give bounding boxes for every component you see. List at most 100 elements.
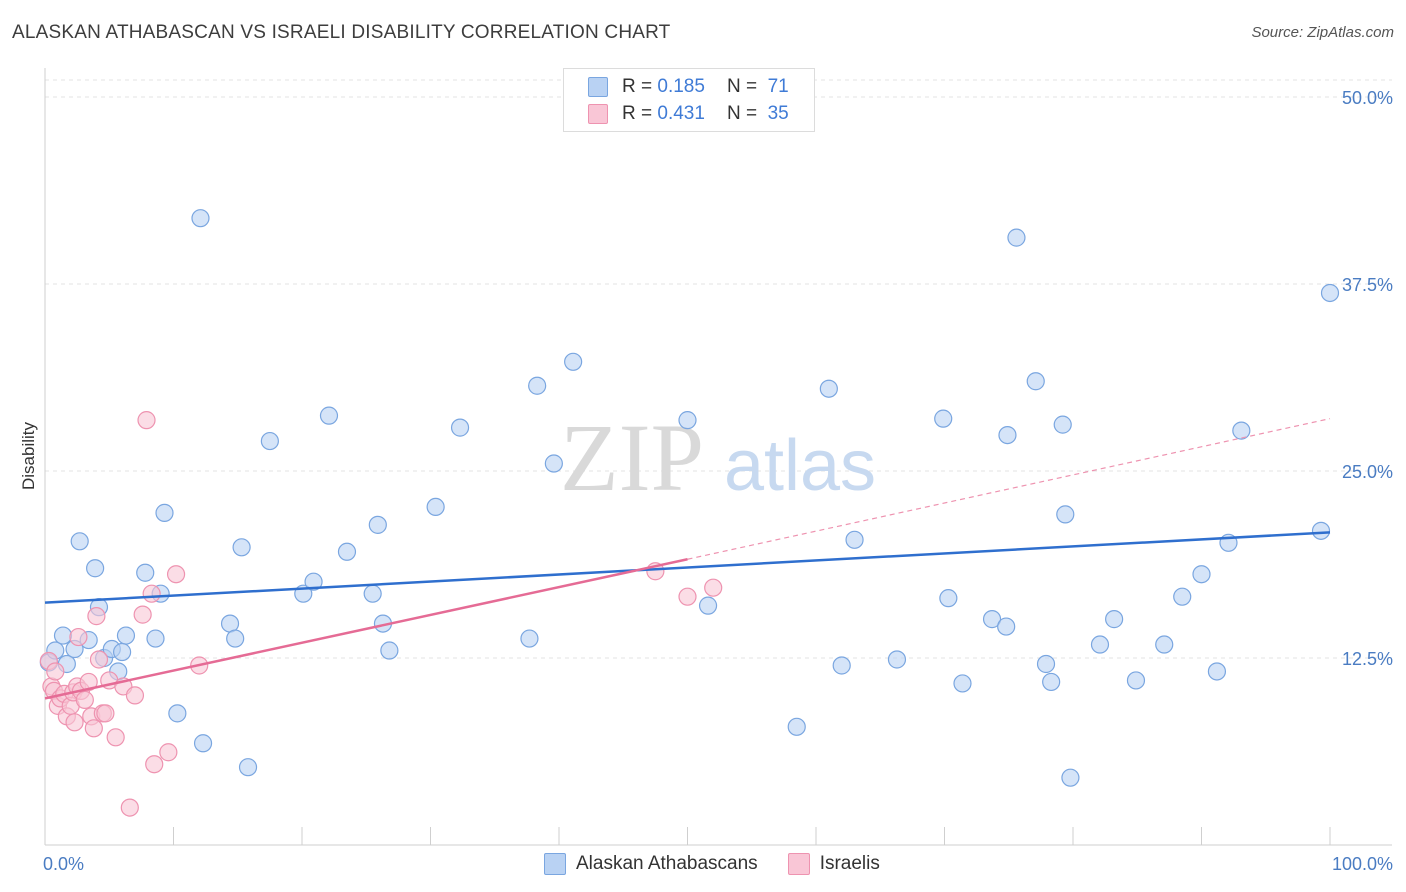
israeli-point	[65, 713, 84, 732]
athabascan-point	[1311, 521, 1331, 540]
x-tick-label: 0.0%	[43, 854, 84, 874]
athabascan-point	[116, 626, 136, 645]
legend-swatch-blue	[588, 77, 608, 97]
y-tick-label: 12.5%	[1342, 649, 1393, 669]
athabascan-point	[982, 610, 1002, 629]
israeli-point	[79, 672, 98, 692]
israeli-point	[120, 798, 139, 817]
source-label: Source: ZipAtlas.com	[1251, 24, 1394, 41]
y-axis-title: Disability	[19, 421, 38, 490]
watermark: ZIP atlas	[560, 404, 876, 511]
israeli-point	[166, 565, 186, 584]
athabascan-point	[112, 642, 132, 662]
athabascan-point	[1105, 610, 1124, 629]
athabascan-point	[1056, 505, 1075, 524]
israeli-point	[75, 690, 94, 709]
athabascan-point	[53, 626, 73, 645]
athabascan-point	[260, 431, 279, 451]
athabascan-point	[86, 559, 105, 578]
athabascan-point	[193, 734, 213, 753]
legend-n-value: 35	[767, 103, 789, 124]
israeli-trend-line	[44, 558, 688, 700]
legend-r-label: R =	[622, 76, 653, 97]
athabascan-point	[819, 379, 838, 398]
athabascan-point	[832, 656, 851, 675]
x-tick-label: 100.0%	[1332, 854, 1393, 874]
athabascan-trend-line	[44, 531, 1331, 604]
athabascan-point	[564, 352, 583, 371]
athabascan-point	[368, 515, 387, 534]
israeli-point	[159, 743, 178, 762]
gridlines	[45, 79, 1392, 659]
israeli-point	[137, 411, 156, 430]
bottom-legend-swatch-blue	[544, 853, 566, 875]
israeli-point	[678, 587, 697, 606]
bottom-legend-label: Israelis	[819, 853, 880, 874]
israeli-trend-extension	[687, 418, 1331, 560]
y-tick-label: 25.0%	[1342, 462, 1393, 482]
athabascan-point	[1207, 662, 1227, 681]
athabascan-point	[1155, 635, 1174, 654]
athabascan-point	[232, 538, 251, 557]
athabascan-point	[238, 758, 258, 777]
chart-title: ALASKAN ATHABASCAN VS ISRAELI DISABILITY…	[12, 22, 671, 43]
athabascan-point	[146, 629, 165, 648]
athabascan-point	[845, 530, 864, 549]
israeli-point	[89, 650, 109, 669]
athabascan-point	[1042, 672, 1061, 692]
athabascan-point	[528, 376, 547, 395]
israeli-point	[133, 605, 152, 624]
y-tick-label: 37.5%	[1342, 275, 1393, 295]
athabascan-point	[939, 589, 958, 608]
legend-row-athabascans: R = 0.185 N = 71	[588, 74, 789, 100]
athabascan-point	[1090, 635, 1110, 654]
athabascan-point	[1320, 283, 1340, 303]
data-points	[39, 209, 1340, 817]
athabascan-point	[319, 406, 339, 425]
legend-row-israelis: R = 0.431 N = 35	[588, 101, 789, 127]
athabascan-point	[1173, 587, 1192, 606]
legend-r-value: 0.431	[657, 103, 705, 124]
athabascan-point	[337, 542, 357, 561]
athabascan-point	[1126, 671, 1146, 690]
athabascan-point	[168, 704, 187, 723]
athabascan-point	[1053, 415, 1072, 434]
israeli-point	[87, 607, 106, 626]
bottom-legend-label: Alaskan Athabascans	[576, 853, 758, 874]
athabascan-point	[1232, 421, 1251, 440]
athabascan-point	[363, 584, 382, 603]
israeli-point	[704, 578, 723, 597]
trend-lines	[44, 418, 1331, 700]
legend-r-value: 0.185	[657, 76, 705, 97]
athabascan-point	[887, 650, 907, 669]
israeli-point	[106, 728, 125, 747]
israeli-point	[46, 662, 65, 681]
athabascan-point	[450, 418, 470, 437]
athabascan-point	[1026, 372, 1045, 391]
bottom-legend: Alaskan Athabascans Israelis	[544, 852, 910, 876]
y-tick-label: 50.0%	[1342, 88, 1393, 108]
athabascan-point	[998, 425, 1017, 445]
athabascan-point	[1192, 565, 1211, 584]
bottom-legend-swatch-pink	[787, 853, 810, 875]
axes	[44, 68, 1392, 846]
athabascan-point	[136, 563, 155, 582]
athabascan-point	[698, 596, 718, 615]
athabascan-point	[934, 409, 953, 428]
legend-n-label: N =	[726, 76, 758, 97]
athabascan-point	[155, 503, 174, 522]
legend: R = 0.185 N = 71 R = 0.431 N = 35	[563, 68, 815, 132]
watermark-atlas: atlas	[724, 426, 876, 506]
athabascan-point	[1061, 768, 1080, 787]
legend-swatch-pink	[588, 104, 608, 124]
israeli-point	[145, 755, 164, 774]
israeli-point	[125, 686, 145, 705]
athabascan-point	[191, 209, 210, 228]
athabascan-point	[787, 717, 806, 736]
bottom-legend-israelis: Israelis	[787, 853, 880, 875]
israeli-point	[69, 627, 88, 647]
athabascan-point	[1007, 228, 1026, 247]
athabascan-point	[544, 454, 563, 473]
israeli-point	[84, 719, 103, 738]
